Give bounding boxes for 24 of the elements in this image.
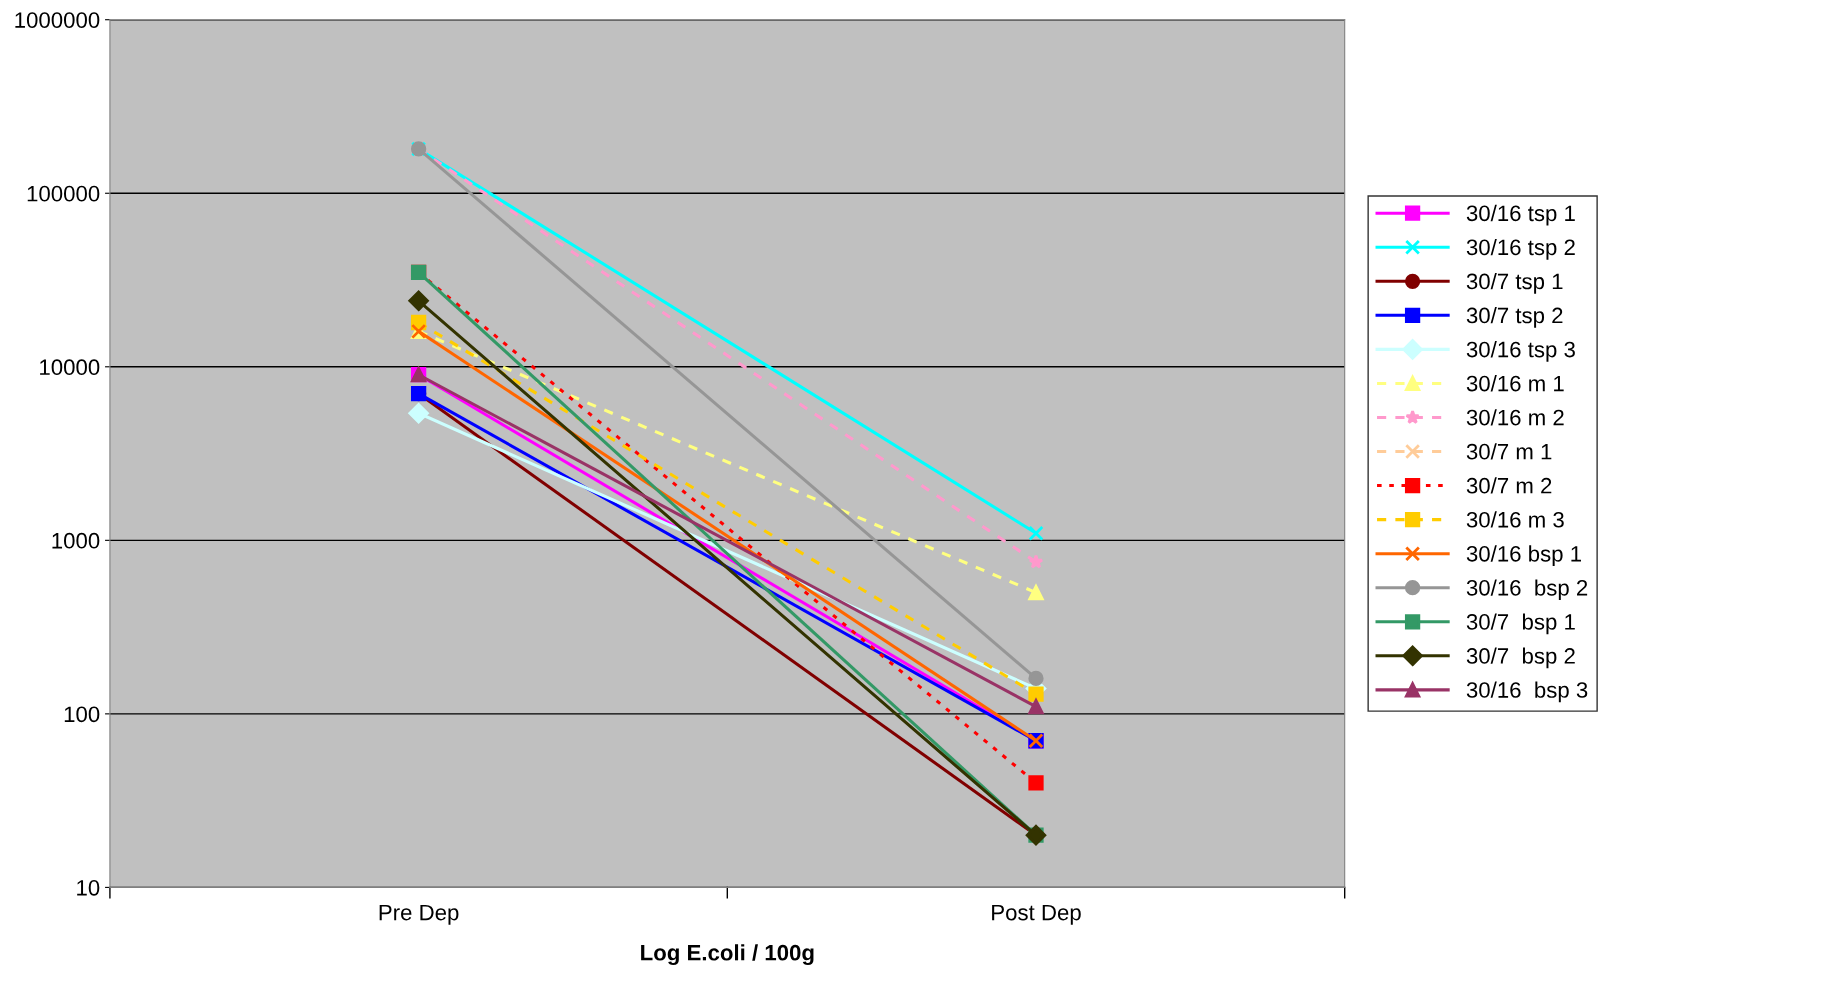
legend-label: 30/7 bsp 2 bbox=[1466, 647, 1575, 669]
legend-label: 30/7 tsp 2 bbox=[1466, 307, 1563, 328]
x-tick-label: Post Dep bbox=[992, 904, 1081, 925]
legend-label: 30/7 m 1 bbox=[1466, 443, 1552, 460]
legend-label: 30/7 m 2 bbox=[1466, 477, 1552, 494]
x-axis-title: Log E.coli / 100g bbox=[641, 944, 814, 966]
legend-label: 30/16 tsp 1 bbox=[1466, 204, 1575, 226]
legend-label: 30/16 bsp 2 bbox=[1466, 579, 1588, 601]
legend-label: 30/16 m 3 bbox=[1466, 511, 1564, 528]
legend-label: 30/16 bsp 1 bbox=[1466, 545, 1581, 567]
y-tick-label: 10 bbox=[77, 879, 100, 896]
y-tick-label: 1000 bbox=[52, 532, 100, 549]
legend-label: 30/16 bsp 3 bbox=[1466, 681, 1588, 703]
legend-label: 30/7 bsp 1 bbox=[1466, 613, 1575, 635]
legend-label: 30/16 m 1 bbox=[1466, 375, 1564, 392]
y-tick-label: 10000 bbox=[40, 359, 100, 376]
y-tick-label: 100000 bbox=[27, 185, 100, 202]
legend-label: 30/16 tsp 2 bbox=[1466, 238, 1575, 260]
legend-label: 30/16 m 2 bbox=[1466, 409, 1564, 426]
y-tick-label: 100 bbox=[64, 706, 100, 723]
x-tick-label: Pre Dep bbox=[379, 904, 459, 925]
legend-label: 30/16 tsp 3 bbox=[1466, 341, 1575, 362]
legend-label: 30/7 tsp 1 bbox=[1466, 272, 1563, 294]
y-tick-label: 1000000 bbox=[15, 12, 100, 28]
